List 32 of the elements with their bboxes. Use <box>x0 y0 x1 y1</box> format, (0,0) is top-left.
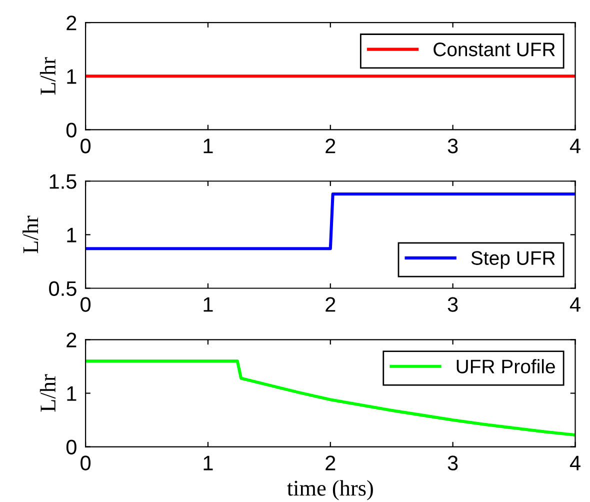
x-axis-title: time (hrs) <box>287 480 373 500</box>
y-tick-label: 0 <box>66 440 76 455</box>
y-tick-label: 1 <box>67 69 76 84</box>
x-tick-label: 4 <box>570 297 580 312</box>
y-tick-label: 2 <box>66 16 76 30</box>
x-tick-label: 4 <box>570 138 580 154</box>
y-tick-label: 2 <box>66 332 76 348</box>
x-tick-label: 2 <box>326 456 336 470</box>
x-tick-label: 2 <box>326 138 336 154</box>
y-tick-label: 1 <box>67 386 76 401</box>
x-tick-label: 2 <box>326 297 336 312</box>
y-tick-label: 1.5 <box>50 174 76 189</box>
x-tick-label: 0 <box>80 138 91 154</box>
x-tick-label: 3 <box>448 456 458 470</box>
legend-label: UFR Profile <box>456 359 555 374</box>
line-series <box>86 360 576 437</box>
y-axis-title: L/hr <box>40 374 56 412</box>
y-tick-label: 0 <box>66 122 76 138</box>
legend-label: Constant UFR <box>434 42 555 56</box>
y-tick-label: 0.5 <box>49 281 76 296</box>
y-axis-title: L/hr <box>40 57 56 95</box>
x-tick-label: 4 <box>570 456 580 470</box>
legend-label: Step UFR <box>471 251 555 269</box>
y-tick-label: 1 <box>67 228 76 242</box>
x-tick-label: 3 <box>448 297 458 312</box>
y-axis-title: L/hr <box>22 216 38 254</box>
x-tick-label: 1 <box>204 297 213 312</box>
x-tick-label: 0 <box>80 456 91 470</box>
x-tick-label: 1 <box>204 138 213 154</box>
x-tick-label: 1 <box>204 456 213 470</box>
x-tick-label: 3 <box>448 138 458 154</box>
x-tick-label: 0 <box>80 297 91 312</box>
